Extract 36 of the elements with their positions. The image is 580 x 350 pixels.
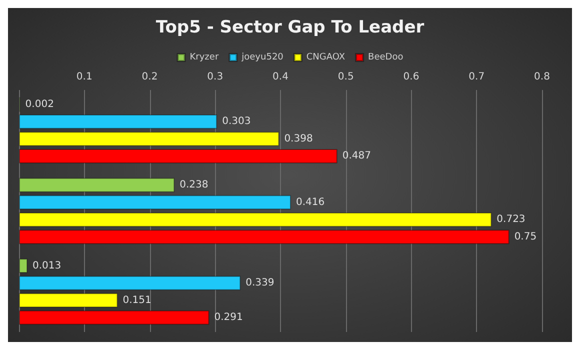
data-label: 0.013 — [32, 260, 62, 272]
data-label: 0.151 — [122, 294, 152, 306]
legend-label: CNGAOX — [306, 52, 346, 62]
bar — [19, 178, 175, 192]
bar — [19, 195, 291, 210]
data-label: 0.002 — [25, 98, 54, 110]
data-label: 0.75 — [514, 231, 537, 242]
legend-label: BeeDoo — [368, 52, 404, 62]
data-label: 0.339 — [246, 278, 274, 289]
bar — [19, 276, 241, 290]
data-label: 0.723 — [496, 214, 526, 226]
x-tick-label: 0.6 — [403, 72, 420, 82]
x-tick-label: 0.5 — [338, 72, 354, 82]
x-tick-label: 0.7 — [468, 72, 485, 82]
data-label: 0.416 — [296, 196, 325, 208]
bar — [19, 149, 338, 164]
legend-label: joeyu520 — [240, 52, 284, 62]
data-label: 0.398 — [284, 133, 313, 144]
x-tick-label: 0.2 — [142, 72, 158, 82]
chart-title: Top5 - Sector Gap To Leader — [156, 18, 425, 38]
bar — [19, 293, 118, 308]
bar — [19, 258, 28, 273]
data-label: 0.303 — [222, 116, 251, 128]
bar — [19, 230, 510, 244]
bar — [19, 310, 210, 325]
x-tick-label: 0.8 — [534, 72, 550, 82]
bar — [19, 212, 492, 227]
data-label: 0.487 — [342, 150, 372, 162]
x-tick-label: 0.1 — [76, 72, 92, 82]
bar — [19, 114, 218, 129]
x-tick-label: 0.3 — [207, 72, 224, 82]
data-label: 0.291 — [214, 312, 243, 324]
legend-label: Kryzer — [190, 52, 219, 62]
bar — [19, 132, 280, 146]
data-label: 0.238 — [180, 180, 208, 191]
x-tick-label: 0.4 — [272, 72, 288, 82]
